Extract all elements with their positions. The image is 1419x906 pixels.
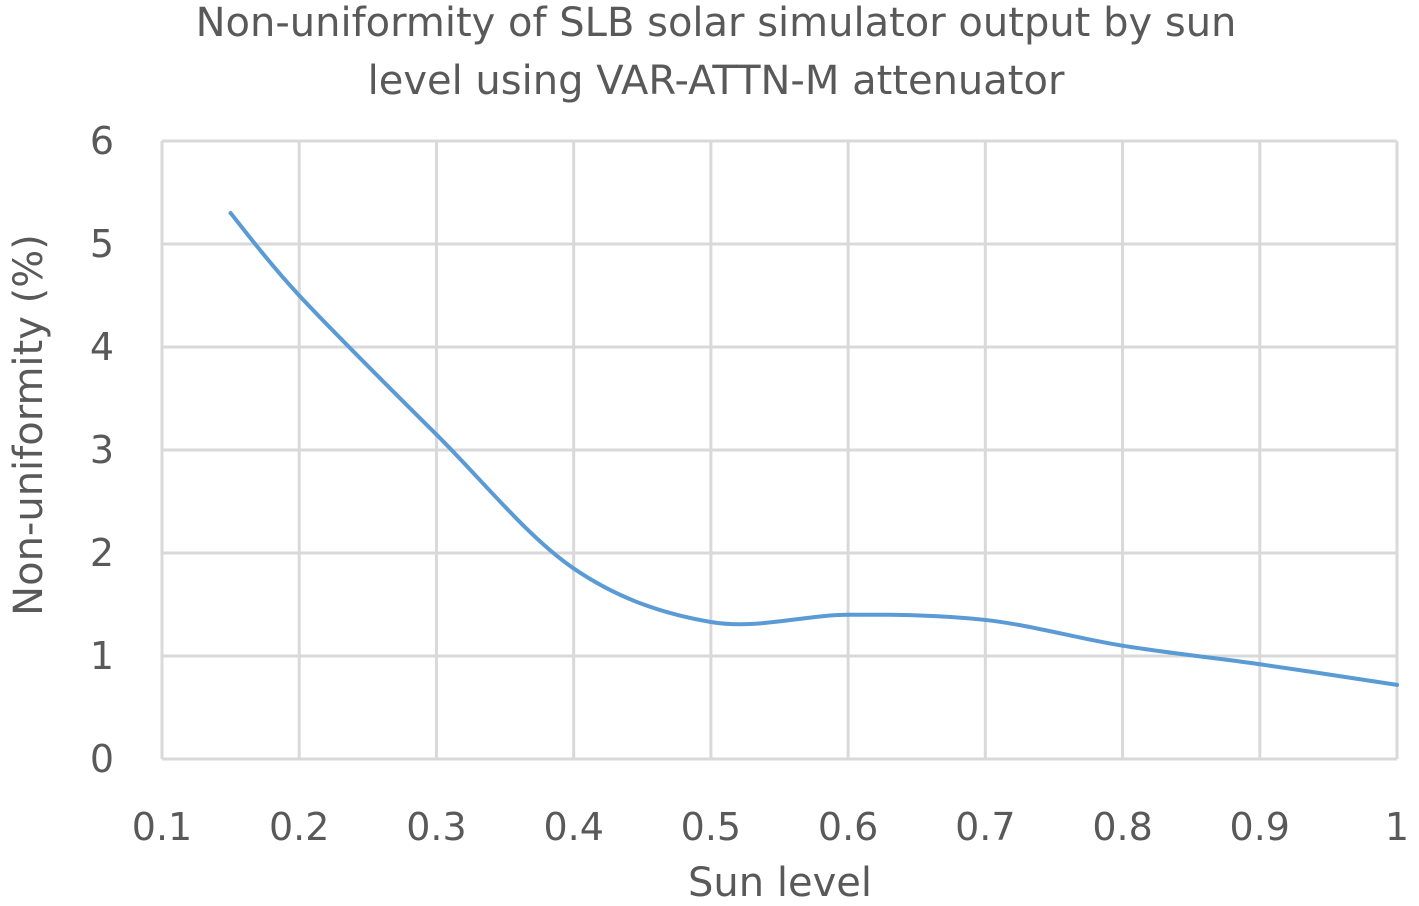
chart-title-line-1: Non-uniformity of SLB solar simulator ou… bbox=[196, 0, 1237, 46]
data-point bbox=[708, 620, 713, 625]
x-tick-label: 0.3 bbox=[406, 805, 466, 849]
data-point bbox=[1395, 682, 1399, 687]
x-axis-label: Sun level bbox=[688, 860, 872, 906]
chart-title-line-2: level using VAR-ATTN-M attenuator bbox=[368, 58, 1065, 104]
y-tick-label: 1 bbox=[90, 634, 114, 678]
y-tick-label: 6 bbox=[90, 119, 114, 163]
series-layer bbox=[228, 211, 1399, 687]
x-tick-label: 0.9 bbox=[1230, 805, 1290, 849]
x-tick-label: 0.1 bbox=[132, 805, 192, 849]
chart-title: Non-uniformity of SLB solar simulator ou… bbox=[196, 0, 1237, 104]
gridlines bbox=[160, 139, 1399, 761]
x-tick-label: 0.7 bbox=[955, 805, 1015, 849]
y-tick-label: 0 bbox=[90, 737, 114, 781]
y-tick-label: 5 bbox=[90, 222, 114, 266]
data-point bbox=[297, 293, 302, 298]
x-tick-label: 0.8 bbox=[1092, 805, 1152, 849]
y-tick-label: 2 bbox=[90, 531, 114, 575]
x-tick-label: 0.6 bbox=[818, 805, 878, 849]
data-point bbox=[434, 432, 439, 437]
data-point bbox=[846, 612, 851, 617]
x-tick-label: 1 bbox=[1385, 805, 1409, 849]
y-tick-label: 3 bbox=[90, 428, 114, 472]
x-axis-tick-labels: 0.1 0.2 0.3 0.4 0.5 0.6 0.7 0.8 0.9 1 bbox=[132, 805, 1409, 849]
data-point bbox=[571, 566, 576, 571]
y-axis-label: Non-uniformity (%) bbox=[6, 234, 52, 616]
data-point bbox=[983, 617, 988, 622]
y-tick-label: 4 bbox=[90, 325, 114, 369]
x-tick-label: 0.4 bbox=[543, 805, 603, 849]
x-tick-label: 0.2 bbox=[269, 805, 329, 849]
series-line-0 bbox=[228, 211, 1399, 687]
data-point bbox=[228, 211, 233, 216]
data-point bbox=[1257, 662, 1262, 667]
y-axis-tick-labels: 0 1 2 3 4 5 6 bbox=[90, 119, 114, 781]
x-tick-label: 0.5 bbox=[681, 805, 741, 849]
data-point bbox=[1120, 643, 1125, 648]
